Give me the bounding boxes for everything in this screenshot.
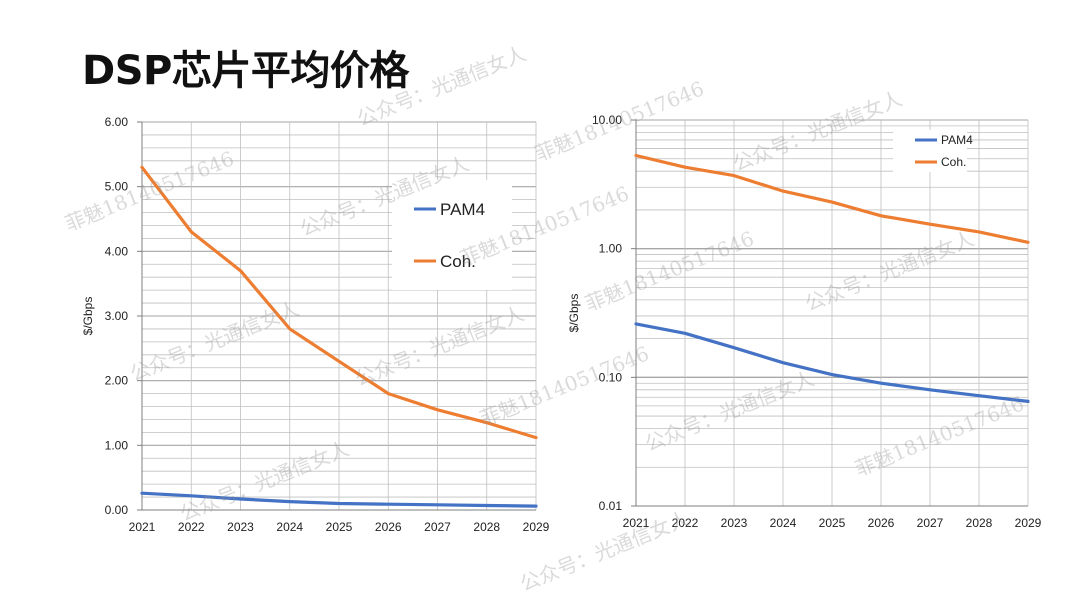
y-tick-label: 6.00 [105, 115, 129, 129]
data-point [880, 382, 882, 384]
y-tick-label: 2.00 [105, 374, 129, 388]
x-tick-label: 2028 [473, 520, 500, 534]
y-tick-label: 0.01 [599, 499, 623, 513]
data-point [1027, 241, 1029, 243]
y-tick-labels: 0.00 1.00 2.00 3.00 4.00 5.00 6.00 [105, 115, 142, 517]
y-tick-label: 5.00 [105, 180, 129, 194]
legend-label: Coh. [440, 252, 476, 271]
legend-label: PAM4 [440, 200, 485, 219]
series-points-pam4 [141, 492, 537, 507]
data-point [190, 231, 192, 233]
x-tick-labels: 2021 2022 2023 2024 2025 2026 2027 2028 2029 [129, 520, 550, 534]
x-tick-label: 2025 [326, 520, 353, 534]
series-points-coh [635, 154, 1029, 243]
x-tick-label: 2024 [276, 520, 303, 534]
legend: PAM4 Coh. [893, 130, 973, 172]
data-point [782, 190, 784, 192]
x-tick-label: 2023 [721, 516, 748, 530]
data-point [437, 409, 438, 411]
x-tick-label: 2027 [917, 516, 944, 530]
data-point [684, 332, 686, 334]
legend-label: Coh. [941, 155, 966, 169]
data-point [831, 201, 833, 203]
data-point [141, 166, 143, 168]
y-axis-label: $/Gbps [81, 297, 95, 336]
x-tick-label: 2025 [819, 516, 846, 530]
data-point [387, 503, 389, 505]
data-point [289, 328, 291, 330]
x-tick-label: 2028 [966, 516, 993, 530]
data-point [1027, 400, 1029, 402]
grid-lines [635, 119, 1029, 507]
series-points-coh [141, 166, 537, 439]
x-tick-label: 2029 [1015, 516, 1042, 530]
data-point [684, 166, 686, 168]
data-point [635, 323, 637, 325]
data-point [141, 492, 143, 494]
data-point [338, 503, 340, 505]
data-point [929, 223, 931, 225]
y-tick-label: 10.00 [592, 113, 622, 127]
y-tick-label: 1.00 [599, 242, 623, 256]
data-point [190, 495, 192, 497]
data-point [289, 501, 291, 503]
page-title: DSP芯片平均价格 [82, 48, 409, 94]
x-tick-label: 2021 [129, 520, 156, 534]
data-point [733, 175, 735, 177]
y-tick-labels: 0.01 0.10 1.00 10.00 [592, 113, 636, 513]
data-point [978, 395, 980, 397]
x-tick-label: 2023 [227, 520, 254, 534]
y-tick-label: 3.00 [105, 309, 129, 323]
data-point [733, 347, 735, 349]
data-point [387, 393, 389, 395]
data-point [338, 360, 340, 362]
data-point [486, 504, 488, 506]
data-point [978, 231, 980, 233]
data-point [635, 154, 637, 156]
legend: PAM4 Coh. [392, 180, 512, 290]
data-point [535, 437, 537, 439]
legend-box [893, 130, 967, 172]
x-tick-label: 2021 [623, 516, 650, 530]
data-point [240, 498, 241, 500]
y-tick-label: 0.10 [599, 370, 623, 384]
y-tick-label: 0.00 [105, 503, 129, 517]
y-tick-label: 4.00 [105, 244, 129, 258]
data-point [782, 362, 784, 364]
x-tick-label: 2027 [424, 520, 451, 534]
y-axis-label: $/Gbps [567, 294, 581, 333]
data-point [880, 215, 882, 217]
data-point [437, 504, 438, 506]
x-tick-labels: 2021 2022 2023 2024 2025 2026 2027 2028 2029 [623, 516, 1042, 530]
y-tick-label: 1.00 [105, 438, 129, 452]
data-point [535, 505, 537, 507]
series-points-pam4 [635, 323, 1029, 402]
data-point [929, 389, 931, 391]
data-point [486, 422, 488, 424]
legend-label: PAM4 [941, 133, 973, 147]
data-point [831, 374, 833, 376]
x-tick-label: 2026 [868, 516, 895, 530]
x-tick-label: 2026 [375, 520, 402, 534]
x-tick-label: 2022 [178, 520, 205, 534]
x-tick-label: 2029 [523, 520, 550, 534]
x-tick-label: 2022 [672, 516, 699, 530]
x-tick-label: 2024 [770, 516, 797, 530]
legend-box [392, 180, 512, 290]
data-point [240, 270, 241, 272]
